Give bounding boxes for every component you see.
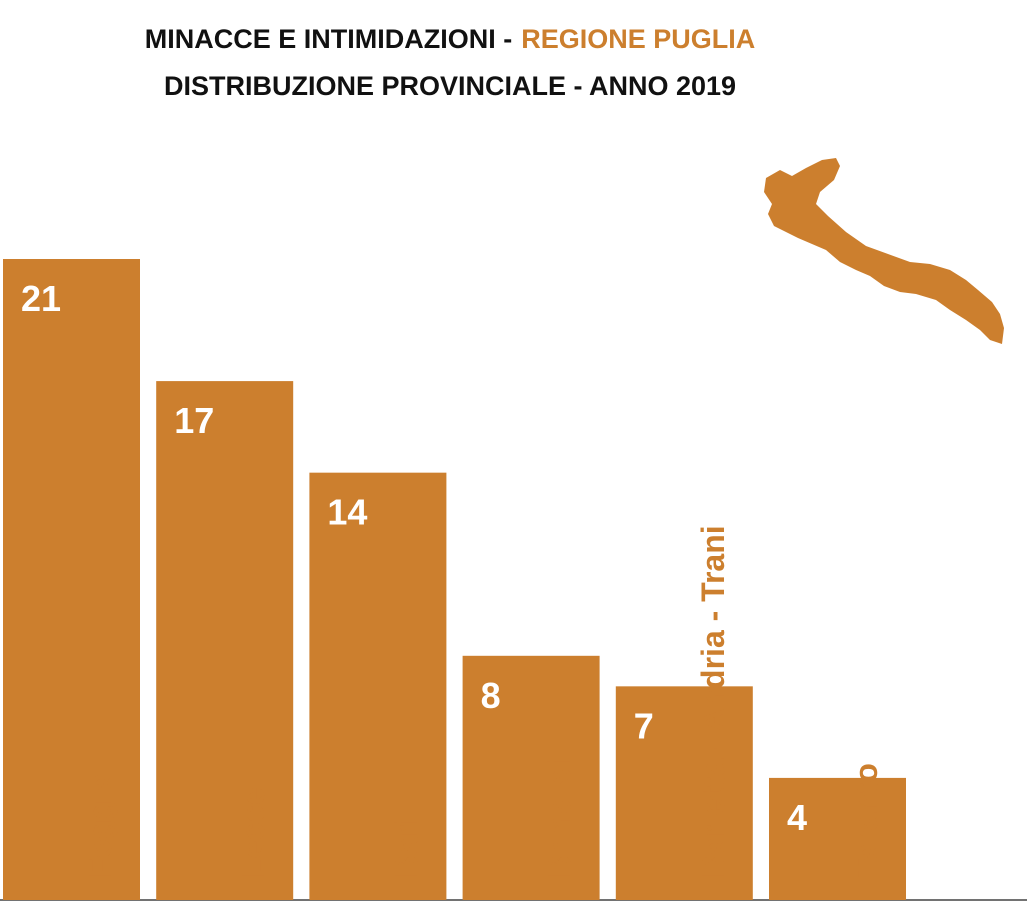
category-label: Brindisi <box>542 759 578 878</box>
category-label: Foggia <box>82 773 118 878</box>
bar <box>156 381 294 901</box>
category-label: Taranto <box>848 763 884 878</box>
bar <box>309 472 447 900</box>
value-label: 4 <box>787 797 807 838</box>
category-label: Bari <box>388 816 424 878</box>
category-label: Barletta - Andria - Trani <box>695 525 731 878</box>
value-label: 8 <box>481 675 501 716</box>
bar <box>3 259 140 900</box>
value-label: 17 <box>174 400 214 441</box>
bar <box>615 686 753 900</box>
region-map <box>764 158 1004 344</box>
category-label: Lecce <box>235 787 271 878</box>
value-label: 14 <box>327 492 367 533</box>
chart-title: MINACCE E INTIMIDAZIONI - REGIONE PUGLIA <box>145 24 756 54</box>
bar <box>769 777 906 900</box>
title-highlight: REGIONE PUGLIA <box>521 24 755 54</box>
value-label: 7 <box>634 705 654 746</box>
chart-subtitle: DISTRIBUZIONE PROVINCIALE - ANNO 2019 <box>164 71 736 101</box>
bar <box>462 655 600 900</box>
title-main: MINACCE E INTIMIDAZIONI - <box>145 24 512 54</box>
value-label: 21 <box>21 278 61 319</box>
